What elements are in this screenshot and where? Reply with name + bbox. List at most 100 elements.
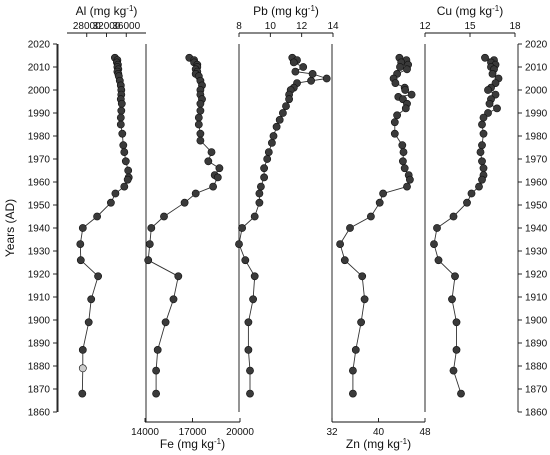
zn-data-point [398,141,407,150]
cu-series-line [433,57,500,394]
fe-data-point [213,173,222,182]
pb-data-point [269,132,278,140]
zn-data-point [390,129,399,138]
al-tick-label: 28000 [73,21,101,32]
zn-tick-label: 40 [373,427,385,438]
year-tick-label-left: 1990 [28,109,51,120]
pb-data-point [244,345,253,354]
zn-data-point [375,198,384,207]
year-axis-title: Years (AD) [3,199,17,257]
fe-tick-label: 20000 [226,427,254,438]
panel-cu [430,53,503,398]
zn-data-point [403,182,411,191]
al-data-point [84,318,93,327]
pb-data-point [299,63,308,71]
al-data-point [111,189,120,198]
year-tick-label-right: 1970 [525,155,548,166]
pb-data-point [241,256,250,265]
fe-tick-label: 17000 [179,427,207,438]
cu-data-point [476,148,485,156]
pb-tick-label: 14 [327,21,339,32]
panel-fe [144,53,224,398]
cu-data-point [479,113,488,122]
pb-data-point [238,224,246,232]
year-tick-label-right: 1870 [525,385,548,396]
al-data-point [118,129,127,138]
fe-data-point [215,164,224,173]
al-data-point [116,113,125,122]
cu-data-point [478,141,486,150]
year-tick-label-left: 1870 [28,385,51,396]
year-tick-label-right: 1890 [525,339,548,350]
zn-data-point [336,240,344,248]
al-data-point [120,182,129,191]
zn-data-point [390,118,399,127]
fe-data-point [153,345,162,354]
zn-data-point [405,175,414,184]
fe-data-point [180,198,189,207]
year-tick-label-left: 2020 [28,40,51,51]
year-tick-label-right: 1920 [525,270,548,281]
labels-layer: 1860 1860 1870 1870 1880 1880 1890 1890 1900 1900… [3,4,548,451]
cu-data-point [452,345,461,354]
fe-data-point [204,157,213,166]
al-data-point [94,272,102,281]
year-tick-label-right: 1990 [525,109,548,120]
year-tick-label-right: 2010 [525,63,548,74]
al-data-point [121,157,130,166]
al-data-point [78,364,87,373]
cu-data-point [430,240,438,248]
cu-tick-label: 18 [509,21,521,32]
pb-data-point [263,155,272,163]
cu-data-point [481,53,489,62]
pb-data-point [249,295,257,304]
year-tick-label-left: 1910 [28,293,51,304]
zn-data-point [391,79,400,87]
pb-data-point [256,182,265,191]
pb-data-point [255,189,264,198]
fe-data-point [194,113,203,122]
fe-data-point [145,240,154,248]
al-data-point [76,240,85,248]
pb-data-point [285,95,293,104]
year-tick-label-right: 2020 [525,40,548,51]
cu-data-point [452,318,461,327]
panel-al [76,53,133,398]
fe-data-point [160,212,168,221]
al-data-point [119,141,128,150]
fe-data-point [194,120,203,129]
cu-axis-title-sup: -1 [492,4,500,13]
zn-axis-title-sup: -1 [400,437,408,446]
cu-data-point [457,389,465,398]
zn-data-point [400,164,409,173]
zn-data-point [403,65,411,74]
zn-data-point [360,295,369,304]
cu-data-point [449,212,458,221]
pb-axis-title-end: ) [315,4,319,18]
cu-data-point [475,182,483,191]
cu-data-point [488,70,497,78]
cu-data-point [463,198,471,207]
cu-data-point [434,256,443,265]
cu-data-point [478,120,486,129]
al-data-point [78,345,87,354]
cu-axis-title-text: Cu (mg kg [437,4,492,18]
year-tick-label-right: 1880 [525,362,548,373]
pb-data-point [244,318,253,327]
pb-axis-title-sup: -1 [308,4,316,13]
fe-data-point [161,318,170,327]
al-data-point [76,256,85,265]
fe-axis-title-sup: -1 [214,437,222,446]
pb-data-point [278,109,287,117]
al-data-point [124,166,133,175]
zn-data-point [346,224,354,232]
pb-tick-label: 8 [236,21,242,32]
year-tick-label-left: 1900 [28,316,51,327]
year-tick-label-left: 1970 [28,155,51,166]
cu-data-point [449,366,458,375]
al-axis-title: Al (mg kg-1) [76,4,138,18]
pb-tick-label: 10 [265,21,277,32]
al-data-point [117,106,126,115]
cu-tick-label: 12 [419,21,431,32]
